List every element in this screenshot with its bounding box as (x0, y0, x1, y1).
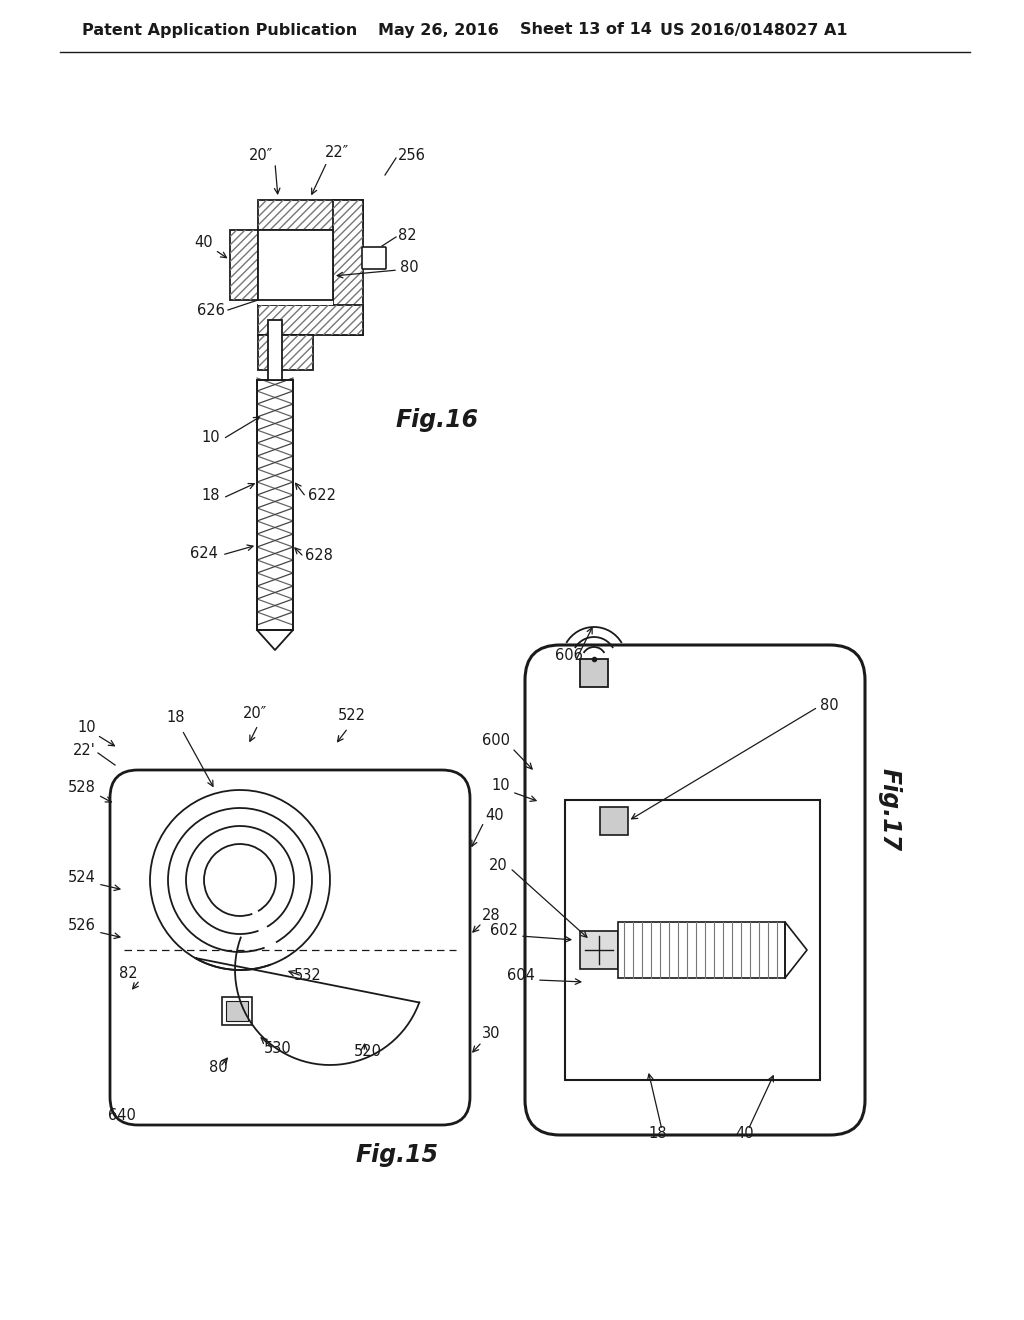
FancyBboxPatch shape (525, 645, 865, 1135)
Text: 622: 622 (308, 488, 336, 503)
Text: Fig.15: Fig.15 (355, 1143, 438, 1167)
Bar (580, 931, 618, 969)
Text: 18: 18 (649, 1126, 668, 1140)
Bar (258, 201, 362, 230)
Text: 528: 528 (69, 780, 96, 795)
Bar (257, 380, 293, 630)
Text: 624: 624 (190, 546, 218, 561)
Text: 640: 640 (109, 1107, 136, 1123)
Bar (565, 800, 820, 1080)
Bar (268, 319, 282, 380)
Text: 10: 10 (78, 719, 96, 735)
Text: Fig.16: Fig.16 (395, 408, 478, 432)
Text: US 2016/0148027 A1: US 2016/0148027 A1 (660, 22, 848, 37)
Bar (258, 230, 333, 305)
Bar (257, 380, 293, 630)
Text: 40: 40 (735, 1126, 755, 1140)
Bar (258, 201, 362, 230)
Text: 80: 80 (820, 698, 839, 713)
Text: 22″: 22″ (325, 145, 349, 160)
Text: May 26, 2016: May 26, 2016 (378, 22, 499, 37)
Text: Patent Application Publication: Patent Application Publication (82, 22, 357, 37)
Text: 522: 522 (338, 708, 366, 723)
Bar (600, 807, 628, 836)
Text: 520: 520 (354, 1044, 382, 1059)
Text: 30: 30 (482, 1026, 501, 1041)
Text: 526: 526 (69, 917, 96, 933)
Text: 40: 40 (195, 235, 213, 249)
Bar (230, 230, 258, 300)
Text: 28: 28 (482, 908, 501, 923)
Bar (258, 305, 362, 335)
Text: 18: 18 (202, 488, 220, 503)
FancyBboxPatch shape (362, 247, 386, 269)
Bar (618, 921, 785, 978)
Text: 18: 18 (167, 710, 185, 725)
Bar (258, 230, 333, 300)
Text: 10: 10 (202, 430, 220, 445)
Text: 20″: 20″ (249, 148, 273, 162)
Bar (230, 230, 258, 300)
Bar (258, 305, 362, 335)
Bar (222, 997, 252, 1026)
Text: 256: 256 (398, 148, 426, 162)
Bar (580, 659, 608, 686)
Text: Fig.17: Fig.17 (878, 768, 902, 851)
Text: 628: 628 (305, 548, 333, 564)
Text: Sheet 13 of 14: Sheet 13 of 14 (520, 22, 652, 37)
Text: 530: 530 (264, 1041, 292, 1056)
Bar (258, 335, 313, 370)
Text: 604: 604 (507, 968, 535, 983)
Text: 82: 82 (398, 228, 417, 243)
Text: 80: 80 (209, 1060, 227, 1074)
Bar (258, 335, 313, 370)
Text: 600: 600 (482, 733, 510, 748)
Text: 20″: 20″ (243, 706, 267, 721)
Text: 524: 524 (69, 870, 96, 884)
Text: 20: 20 (489, 858, 508, 873)
Text: 606: 606 (555, 648, 583, 663)
Bar (226, 1001, 248, 1020)
Bar (333, 201, 362, 335)
Text: 22': 22' (74, 743, 96, 758)
Bar (333, 201, 362, 335)
Text: 80: 80 (400, 260, 419, 275)
Text: 602: 602 (490, 923, 518, 939)
Text: 10: 10 (492, 777, 510, 793)
FancyBboxPatch shape (110, 770, 470, 1125)
Text: 532: 532 (294, 968, 322, 983)
Bar (318, 268, 332, 282)
Text: 626: 626 (198, 304, 225, 318)
Text: 40: 40 (485, 808, 504, 822)
Text: 82: 82 (120, 966, 138, 981)
